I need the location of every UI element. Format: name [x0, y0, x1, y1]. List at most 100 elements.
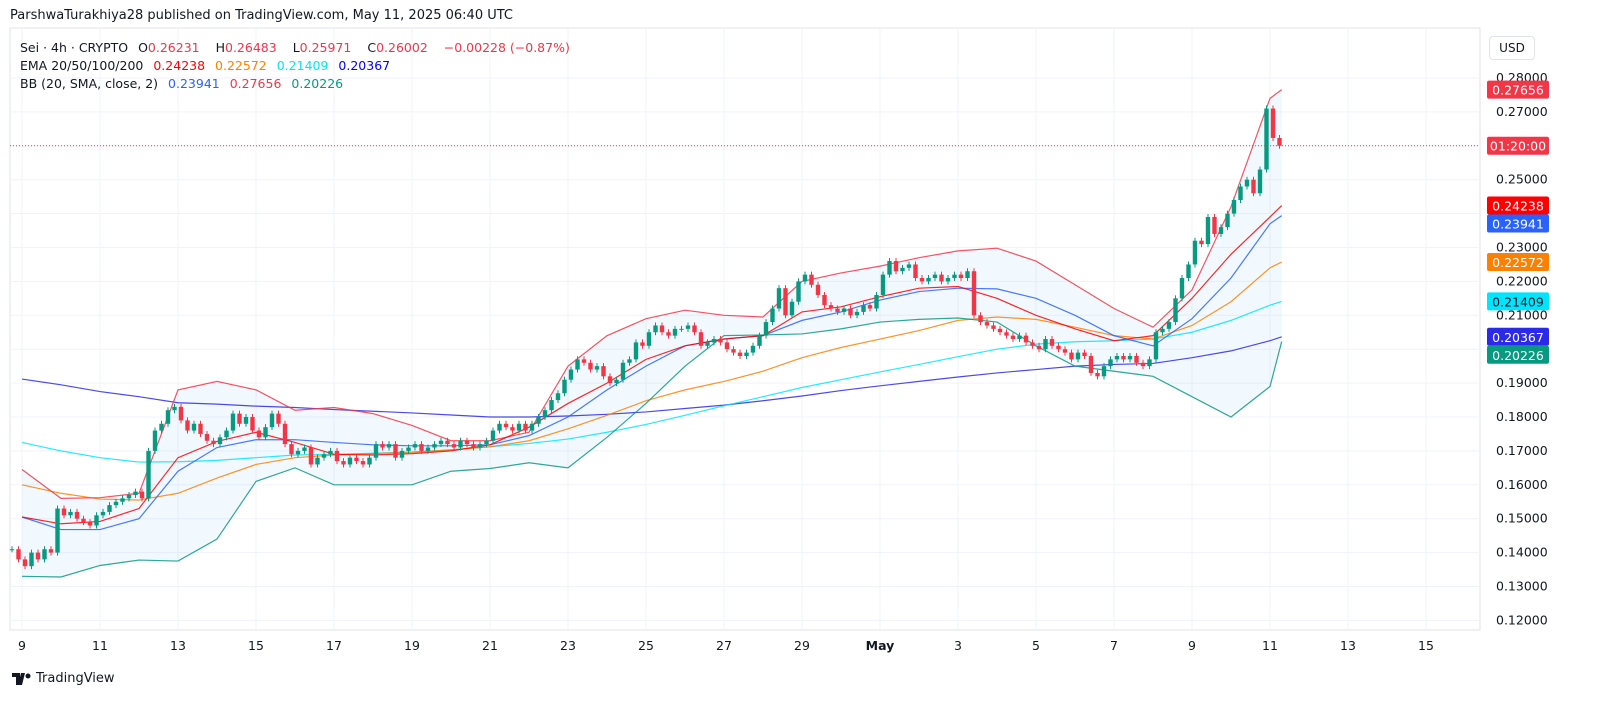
candle-body — [386, 444, 392, 448]
y-tick-label: 0.18000 — [1496, 409, 1548, 424]
candle-body — [1082, 352, 1087, 356]
candle — [835, 305, 840, 315]
candle — [185, 417, 190, 434]
bb-basis-line — [21, 215, 1283, 531]
candle — [198, 420, 203, 437]
candle-body — [653, 325, 658, 333]
x-tick-label: 11 — [92, 638, 108, 653]
bb-legend: BB (20, SMA, close, 2) 0.23941 0.27656 0… — [20, 76, 349, 91]
candle-body — [360, 461, 366, 465]
price-label-bb-basis-bg — [1487, 214, 1549, 233]
candle — [926, 275, 931, 285]
y-tick-label: 0.27000 — [1496, 104, 1548, 119]
candle — [276, 410, 281, 427]
currency-button[interactable]: USD — [1489, 36, 1535, 60]
high-label: H — [215, 40, 225, 55]
candle — [1186, 261, 1191, 282]
candle-body — [932, 274, 938, 279]
candle-body — [1004, 332, 1009, 336]
candle — [731, 346, 736, 356]
candle — [1264, 105, 1269, 173]
y-tick-label: 0.15000 — [1496, 511, 1548, 526]
tradingview-logo-icon — [12, 672, 31, 685]
ema20-value: 0.24238 — [153, 58, 206, 73]
candle — [289, 441, 294, 458]
candle-body — [61, 508, 67, 516]
ema200-value: 0.20367 — [338, 58, 391, 73]
candle — [536, 414, 541, 427]
candle — [497, 420, 502, 434]
candle — [263, 424, 268, 441]
tradingview-logo[interactable]: TradingView — [12, 671, 115, 686]
candle-body — [692, 325, 697, 333]
candle-body — [490, 430, 496, 441]
candle-body — [724, 342, 730, 350]
x-tick-label: 13 — [1340, 638, 1356, 653]
candle-body — [282, 423, 288, 445]
candle-body — [438, 440, 444, 445]
candle-body — [867, 305, 873, 309]
candle-body — [575, 359, 580, 370]
candle — [1212, 213, 1217, 237]
symbol-name[interactable]: Sei · 4h · CRYPTO — [20, 40, 129, 55]
candle — [1095, 369, 1100, 380]
candle — [1082, 349, 1087, 359]
candle — [399, 447, 405, 461]
candle — [815, 281, 821, 298]
candle-body — [1088, 355, 1094, 373]
candle-body — [276, 413, 281, 424]
candle-body — [42, 549, 47, 560]
candle — [61, 505, 67, 519]
candle — [737, 349, 743, 359]
candle-body — [35, 552, 41, 560]
candle — [822, 291, 827, 309]
candle — [854, 308, 860, 319]
candle — [789, 298, 795, 319]
candle — [87, 519, 93, 529]
candle-body — [87, 522, 93, 526]
ema50-value: 0.22572 — [215, 58, 267, 73]
ema-label[interactable]: EMA 20/50/100/200 — [20, 58, 144, 73]
candle-body — [919, 278, 925, 282]
candle — [438, 437, 444, 448]
candle — [1134, 352, 1139, 366]
price-label-bb-upper: 0.27656 — [1492, 83, 1544, 98]
candle — [42, 546, 47, 563]
candle — [958, 271, 964, 282]
candle — [510, 424, 515, 434]
candle-body — [354, 457, 359, 462]
candle — [406, 444, 411, 454]
candle-body — [1244, 179, 1250, 187]
candle — [360, 458, 366, 468]
candle-body — [640, 342, 645, 346]
x-tick-label: 7 — [1110, 638, 1118, 653]
candle — [523, 420, 528, 434]
candle — [965, 268, 970, 282]
candle — [230, 410, 236, 434]
candle-body — [939, 274, 944, 282]
candle-body — [1075, 352, 1081, 360]
candle — [991, 322, 996, 332]
bb-label[interactable]: BB (20, SMA, close, 2) — [20, 76, 159, 91]
candle — [471, 441, 476, 451]
candle-body — [380, 444, 385, 448]
candle — [984, 319, 990, 329]
candle-body — [477, 444, 483, 448]
candle-body — [516, 423, 522, 431]
candle — [386, 441, 392, 451]
y-tick-label: 0.16000 — [1496, 477, 1548, 492]
candle-body — [1017, 335, 1022, 340]
candle — [633, 339, 639, 363]
candle — [503, 420, 509, 431]
candle — [828, 302, 834, 312]
candle — [380, 441, 385, 451]
candle-body — [529, 423, 535, 431]
candle-body — [113, 501, 119, 506]
candle-body — [1264, 108, 1269, 170]
candle — [211, 437, 216, 448]
candle-body — [945, 278, 951, 282]
candle-body — [146, 450, 151, 499]
candle — [1218, 224, 1224, 237]
candle-body — [16, 549, 21, 560]
